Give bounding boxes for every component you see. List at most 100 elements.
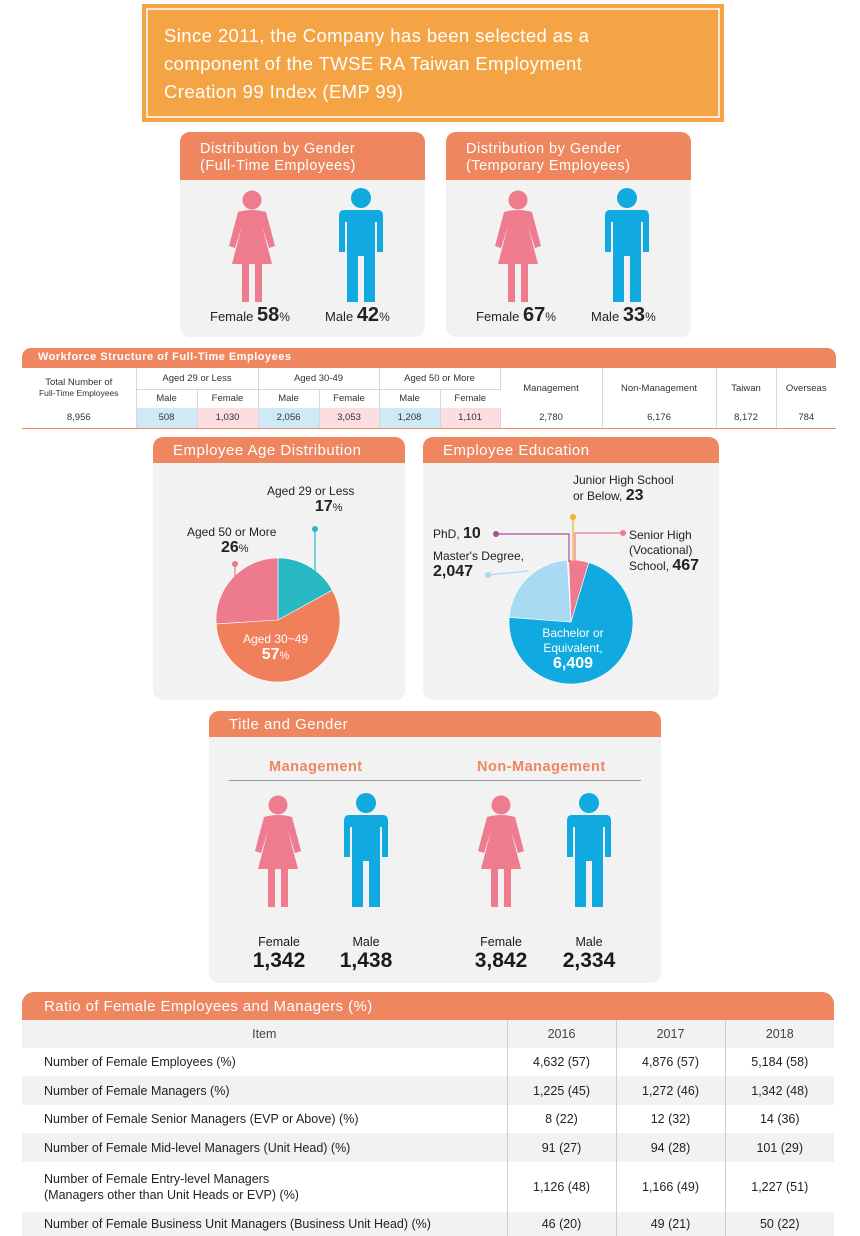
panel-title: Employee Age Distribution xyxy=(153,437,405,463)
pie-slice-aged-30-49 xyxy=(215,589,341,683)
index-banner: Since 2011, the Company has been selecte… xyxy=(142,4,724,122)
male-figure-icon xyxy=(339,188,383,302)
banner-line: Creation 99 Index (EMP 99) xyxy=(164,81,404,102)
value-cell: 3,053 xyxy=(319,408,380,429)
row-value: 4,632 (57) xyxy=(507,1048,617,1076)
age-distribution-panel: Employee Age Distribution Aged 29 or Les… xyxy=(153,437,405,700)
leader-line-old-dot xyxy=(232,561,238,567)
year-header: 2018 xyxy=(725,1020,834,1048)
nonmgmt-male-label: Male xyxy=(575,935,603,949)
sub-header: Male xyxy=(258,389,320,408)
pie-slice-phd xyxy=(567,559,572,623)
gender-fulltime-panel: Distribution by Gender (Full-Time Employ… xyxy=(180,132,425,337)
year-header: 2017 xyxy=(616,1020,726,1048)
male-share: Male 33% xyxy=(591,304,656,326)
panel-title: Distribution by Gender (Temporary Employ… xyxy=(446,132,691,180)
row-item: Number of Female Senior Managers (EVP or… xyxy=(22,1105,508,1133)
leader-line-junior-dot xyxy=(570,514,576,520)
female-figure-icon xyxy=(255,795,301,907)
title-line: Distribution by Gender xyxy=(200,141,356,157)
label-line: Aged 50 or More xyxy=(187,525,277,539)
ratio-row: Number of Female Senior Managers (EVP or… xyxy=(22,1105,834,1133)
title-line: (Temporary Employees) xyxy=(466,158,631,174)
female-figure-icon xyxy=(229,190,275,302)
education-pie-chart xyxy=(485,514,634,685)
item-line: (Managers other than Unit Heads or EVP) … xyxy=(44,1188,299,1202)
row-value: 1,166 (49) xyxy=(616,1162,726,1212)
female-figure-icon xyxy=(478,795,524,907)
label-value: 2,047 xyxy=(433,563,474,580)
label-line: Bachelor or xyxy=(542,626,604,640)
leader-line-master xyxy=(487,570,529,576)
male-figure-icon xyxy=(605,188,649,302)
age-mid-label: Aged 30~49 57% xyxy=(243,632,308,664)
row-item: Number of Female Employees (%) xyxy=(22,1048,508,1076)
value-cell: 2,780 xyxy=(500,408,603,429)
leader-line-senior-dot xyxy=(620,530,626,536)
group-header: Aged 50 or More xyxy=(379,368,501,390)
value-cell: 8,172 xyxy=(716,408,777,429)
panel-title: Distribution by Gender (Full-Time Employ… xyxy=(180,132,425,180)
pie-slice-aged-29-or-less xyxy=(277,557,333,621)
row-item: Number of Female Managers (%) xyxy=(22,1076,508,1105)
header-cell: Management xyxy=(500,368,603,408)
row-value: 1,225 (45) xyxy=(507,1076,617,1105)
row-value: 5,184 (58) xyxy=(751,1055,809,1069)
label-line: Master's Degree, xyxy=(433,549,524,563)
banner-text: Since 2011, the Company has been selecte… xyxy=(164,22,704,106)
panel-title: Employee Education xyxy=(423,437,719,463)
row-value: 1,227 (51) xyxy=(751,1180,809,1194)
item-line: Number of Female Entry-level Managers xyxy=(44,1172,270,1186)
age-young-label: Aged 29 or Less 17% xyxy=(267,484,354,516)
row-item: Number of Female Business Unit Managers … xyxy=(22,1212,508,1236)
edu-bachelor-label: Bachelor or Equivalent, 6,409 xyxy=(533,626,613,672)
value-cell: 8,956 xyxy=(22,408,137,429)
leader-line-young-dot xyxy=(312,526,318,532)
value-cell: 2,056 xyxy=(258,408,320,429)
ratio-row: Number of Female Mid-level Managers (Uni… xyxy=(22,1133,834,1162)
row-value: 46 (20) xyxy=(507,1212,617,1236)
sub-header: Female xyxy=(454,393,487,405)
banner-frame xyxy=(146,8,720,118)
label-line: Aged 30~49 xyxy=(243,632,309,646)
title-line: (Full-Time Employees) xyxy=(200,158,356,174)
age-old-label: Aged 50 or More 26% xyxy=(187,525,276,557)
row-value: 50 (22) xyxy=(725,1212,834,1236)
female-figure-icon xyxy=(495,190,541,302)
male-figure-icon xyxy=(567,793,611,907)
item-header: Item xyxy=(22,1020,508,1048)
ratio-header-row: Item 2016 2017 2018 xyxy=(22,1020,834,1048)
mgmt-female-label: Female xyxy=(258,935,300,949)
ratio-row: Number of Female Business Unit Managers … xyxy=(22,1212,834,1236)
label-value: 57% xyxy=(261,646,290,663)
divider xyxy=(229,780,641,781)
edu-master-label: Master's Degree, 2,047 xyxy=(433,549,524,580)
leader-line-phd-dot xyxy=(493,531,499,537)
row-value: 14 (36) xyxy=(759,1112,800,1126)
value-cell: 1,101 xyxy=(440,408,501,429)
label-value: 17% xyxy=(314,498,343,515)
management-heading: Management xyxy=(269,759,363,775)
value-cell: 508 xyxy=(136,408,198,429)
panel-title: Title and Gender xyxy=(209,711,661,737)
non-management-heading: Non-Management xyxy=(477,759,606,775)
row-value: 12 (32) xyxy=(616,1105,726,1133)
workforce-title: Workforce Structure of Full-Time Employe… xyxy=(22,348,836,368)
label-value: 6,409 xyxy=(552,655,594,672)
row-value: 91 (27) xyxy=(507,1133,617,1162)
nonmgmt-male-value: 2,334 xyxy=(562,949,616,972)
education-panel: Employee Education Junior High School or… xyxy=(423,437,719,700)
pie-slice-master xyxy=(508,559,572,623)
edu-junior-label: Junior High School or Below, 23 xyxy=(573,473,674,504)
row-value: 101 (29) xyxy=(725,1133,834,1162)
header-row: Total Number of Full-Time Employees Aged… xyxy=(22,368,836,408)
header-cell: Taiwan xyxy=(716,368,777,408)
label-line: Aged 29 or Less xyxy=(267,484,355,498)
label-line: Senior High xyxy=(629,528,692,542)
label-line: Junior High School xyxy=(573,473,674,487)
group-header: Aged 29 or Less xyxy=(136,368,259,390)
leader-line-senior xyxy=(574,532,623,563)
label-line: School, 467 xyxy=(629,557,700,574)
banner-line: component of the TWSE RA Taiwan Employme… xyxy=(164,53,583,74)
row-value: 1,126 (48) xyxy=(507,1162,617,1212)
